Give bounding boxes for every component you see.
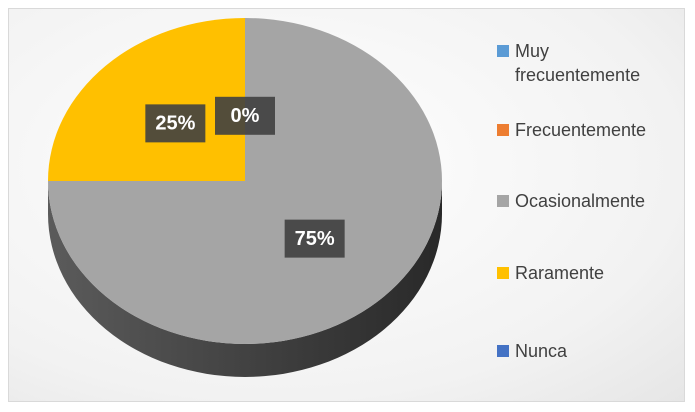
- data-label: 25%: [155, 113, 195, 135]
- legend-label: Muy frecuentemente: [515, 41, 641, 85]
- legend-label: Nunca: [515, 341, 568, 361]
- legend-entry: Raramente: [497, 261, 672, 285]
- legend: Muy frecuentemente Frecuentemente Ocasiona…: [497, 0, 672, 412]
- legend-swatch: [497, 267, 509, 279]
- legend-label: Frecuentemente: [515, 120, 647, 140]
- legend-swatch: [497, 195, 509, 207]
- legend-label: Ocasionalmente: [515, 191, 646, 211]
- legend-entry: Nunca: [497, 339, 672, 363]
- slice-side: [48, 181, 442, 377]
- data-label-box: [215, 96, 275, 135]
- legend-swatch: [497, 345, 509, 357]
- legend-swatch: [497, 124, 509, 136]
- data-label-box: [284, 219, 345, 258]
- legend-entry: Ocasionalmente: [497, 189, 672, 213]
- legend-entry: Muy frecuentemente: [497, 39, 672, 87]
- legend-label: Raramente: [515, 263, 605, 283]
- legend-entry: Frecuentemente: [497, 118, 672, 142]
- legend-swatch: [497, 45, 509, 57]
- data-label: 0%: [231, 105, 260, 127]
- data-label: 75%: [295, 228, 335, 250]
- data-label-box: [145, 104, 206, 143]
